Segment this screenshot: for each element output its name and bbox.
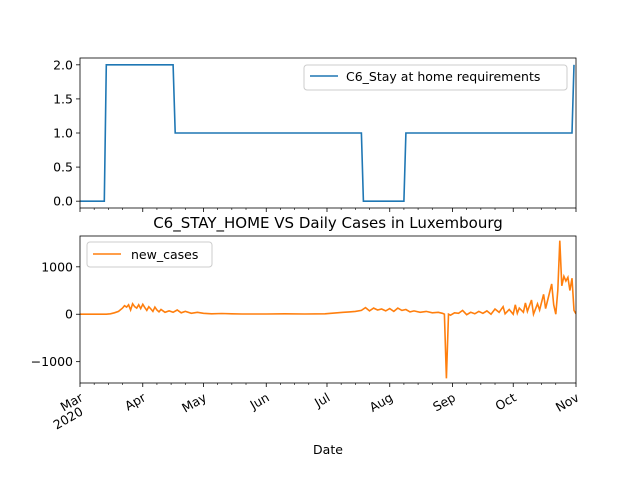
stay-home-legend-label: C6_Stay at home requirements bbox=[346, 69, 540, 84]
stay-home-y-axis: 0.0 0.5 1.0 1.5 2.0 bbox=[53, 57, 80, 209]
new-cases-y-axis: −1000 0 1000 bbox=[31, 259, 80, 369]
new-cases-series-line bbox=[80, 240, 576, 379]
new-cases-legend: new_cases bbox=[86, 241, 213, 268]
stay-home-legend-box bbox=[303, 64, 568, 91]
new-cases-legend-label: new_cases bbox=[131, 247, 198, 262]
x-axis-label: Date bbox=[313, 442, 343, 457]
stay-home-x-axis bbox=[79, 208, 577, 212]
stay-home-series-line bbox=[80, 64, 575, 202]
new-cases-y-tick-label: 0 bbox=[65, 307, 73, 322]
stay-home-chart: 0.0 0.5 1.0 1.5 2.0 C6_Stay at home requirem… bbox=[53, 57, 577, 212]
stay-home-legend: C6_Stay at home requirements bbox=[303, 64, 568, 91]
stay-home-y-tick-label: 1.0 bbox=[53, 126, 73, 141]
stay-home-y-tick-label: 0.0 bbox=[53, 194, 73, 209]
stay-home-y-tick-label: 2.0 bbox=[53, 57, 73, 72]
new-cases-legend-box bbox=[86, 241, 213, 268]
stay-home-y-tick-label: 1.5 bbox=[53, 91, 73, 106]
new-cases-y-tick-label: −1000 bbox=[31, 354, 73, 369]
new-cases-axes-frame bbox=[79, 235, 577, 384]
new-cases-y-tick-label: 1000 bbox=[41, 259, 73, 274]
chart-title: C6_STAY_HOME VS Daily Cases in Luxembour… bbox=[153, 214, 503, 233]
stay-home-y-tick-label: 0.5 bbox=[53, 160, 73, 175]
new-cases-x-tick-label: Jul bbox=[311, 390, 332, 411]
